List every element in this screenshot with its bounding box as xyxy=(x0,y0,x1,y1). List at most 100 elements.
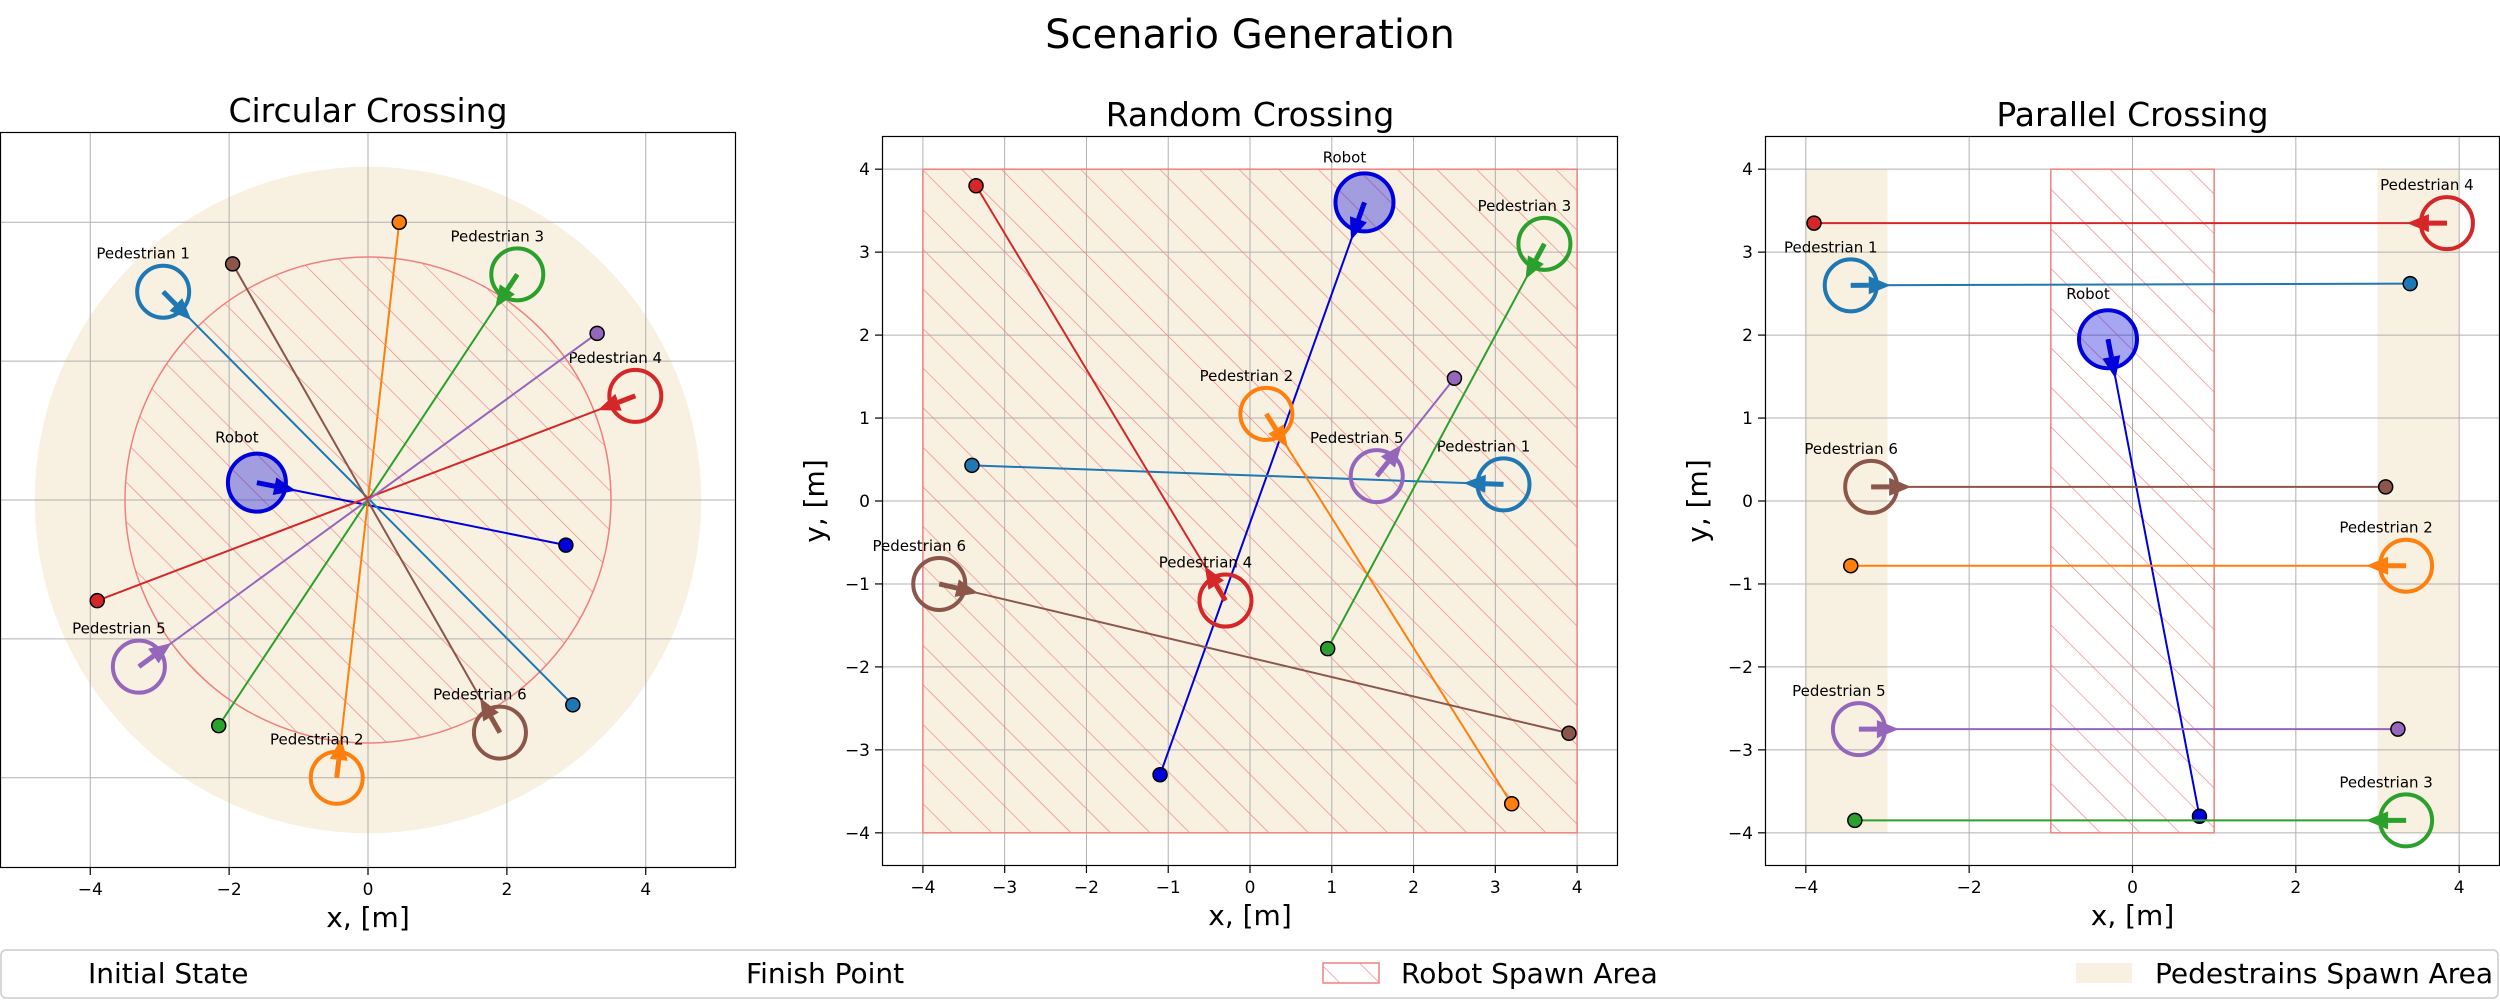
robot-spawn-area xyxy=(2051,169,2214,833)
agent-label-pedestrian-3: Pedestrian 3 xyxy=(451,227,545,245)
y-tick-label: 2 xyxy=(1742,326,1753,346)
y-tick-label: −3 xyxy=(1728,741,1753,761)
y-tick-label: −2 xyxy=(845,658,870,678)
finish-point-pedestrian-2 xyxy=(392,215,406,229)
agent-label-pedestrian-4: Pedestrian 4 xyxy=(1159,554,1253,572)
x-tick-label: −2 xyxy=(1074,878,1099,898)
finish-point-robot xyxy=(1153,768,1167,782)
agent-label-pedestrian-1: Pedestrian 1 xyxy=(1437,437,1531,455)
x-tick-label: −4 xyxy=(78,880,103,900)
finish-point-pedestrian-4 xyxy=(1807,216,1821,230)
x-tick-label: 0 xyxy=(1245,878,1256,898)
heading-shaft-pedestrian-1 xyxy=(1486,484,1504,485)
y-tick-label: 3 xyxy=(1742,243,1753,263)
agent-label-pedestrian-3: Pedestrian 3 xyxy=(2339,773,2433,791)
heading-shaft-robot xyxy=(257,483,275,487)
x-tick-label: −2 xyxy=(1957,878,1982,898)
y-axis-label: y, [m] xyxy=(798,459,831,543)
y-tick-label: 1 xyxy=(1742,409,1753,429)
x-tick-label: 1 xyxy=(1326,878,1337,898)
finish-point-robot xyxy=(559,538,573,552)
y-tick-label: 0 xyxy=(859,492,870,512)
x-tick-label: 2 xyxy=(1408,878,1419,898)
finish-point-pedestrian-1 xyxy=(566,698,580,712)
finish-point-pedestrian-3 xyxy=(1321,642,1335,656)
y-tick-label: 4 xyxy=(1742,160,1753,180)
agent-label-robot: Robot xyxy=(2066,285,2110,303)
agent-label-pedestrian-1: Pedestrian 1 xyxy=(96,245,190,263)
finish-point-pedestrian-1 xyxy=(965,458,979,472)
y-tick-label: −1 xyxy=(845,575,870,595)
x-tick-label: −4 xyxy=(910,878,935,898)
x-tick-label: 3 xyxy=(1490,878,1501,898)
y-tick-label: −4 xyxy=(1728,824,1753,844)
finish-point-pedestrian-5 xyxy=(2391,722,2405,736)
finish-point-pedestrian-3 xyxy=(212,719,226,733)
finish-point-pedestrian-6 xyxy=(226,257,240,271)
y-tick-label: 0 xyxy=(1742,492,1753,512)
finish-point-pedestrian-4 xyxy=(969,179,983,193)
agent-label-pedestrian-5: Pedestrian 5 xyxy=(1792,682,1886,700)
y-tick-label: 4 xyxy=(859,160,870,180)
x-tick-label: −2 xyxy=(217,880,242,900)
agent-label-pedestrian-6: Pedestrian 6 xyxy=(1804,440,1898,458)
agent-label-pedestrian-5: Pedestrian 5 xyxy=(1310,429,1404,447)
trajectory-pedestrian-1 xyxy=(1851,284,2410,286)
panel-3: Robot Pedestrian 1 Pedestrian 2 Pedestrian … xyxy=(1681,95,2500,932)
x-tick-label: −4 xyxy=(1793,878,1818,898)
legend-label-initial: Initial State xyxy=(88,957,249,990)
legend-label-finish: Finish Point xyxy=(746,957,904,990)
figure-title: Scenario Generation xyxy=(1045,12,1455,58)
y-tick-label: 1 xyxy=(859,409,870,429)
y-axis-label: y, [m] xyxy=(1681,459,1714,543)
x-tick-label: −3 xyxy=(992,878,1017,898)
x-tick-label: 2 xyxy=(2290,878,2301,898)
agent-label-robot: Robot xyxy=(215,429,259,447)
agent-label-pedestrian-1: Pedestrian 1 xyxy=(1784,238,1878,256)
x-axis-label: x, [m] xyxy=(2091,899,2175,932)
finish-point-pedestrian-5 xyxy=(590,326,604,340)
heading-arrow-pedestrian-3 xyxy=(2366,811,2388,829)
agent-label-pedestrian-2: Pedestrian 2 xyxy=(2339,519,2433,537)
robot-spawn-area xyxy=(923,169,1577,833)
y-tick-label: −3 xyxy=(845,741,870,761)
legend-label-ped_area: Pedestrains Spawn Area xyxy=(2155,957,2493,990)
y-tick-label: −2 xyxy=(1728,658,1753,678)
agent-label-pedestrian-6: Pedestrian 6 xyxy=(433,686,527,704)
panel-1: Robot Pedestrian 1 Pedestrian 2 Pedestrian … xyxy=(0,91,736,934)
heading-shaft-pedestrian-2 xyxy=(337,760,339,778)
agent-label-pedestrian-4: Pedestrian 4 xyxy=(569,349,663,367)
finish-point-pedestrian-2 xyxy=(1844,559,1858,573)
finish-point-pedestrian-4 xyxy=(90,594,104,608)
finish-point-pedestrian-2 xyxy=(1505,797,1519,811)
x-axis-label: x, [m] xyxy=(326,901,410,934)
panel-title: Random Crossing xyxy=(1106,95,1395,134)
heading-arrow-pedestrian-5 xyxy=(1877,720,1899,738)
x-tick-label: 0 xyxy=(2127,878,2138,898)
finish-point-pedestrian-6 xyxy=(2379,480,2393,494)
legend-item-finish: Finish Point xyxy=(746,957,904,990)
agent-label-pedestrian-4: Pedestrian 4 xyxy=(2380,176,2474,194)
heading-arrow-pedestrian-2 xyxy=(2366,557,2388,575)
x-tick-label: 4 xyxy=(2454,878,2465,898)
x-axis-label: x, [m] xyxy=(1208,899,1292,932)
agent-label-pedestrian-5: Pedestrian 5 xyxy=(72,620,166,638)
legend-item-initial: Initial State xyxy=(88,957,249,990)
legend-swatch-robot-area xyxy=(1323,963,1379,983)
y-tick-label: 2 xyxy=(859,326,870,346)
heading-arrow-pedestrian-6 xyxy=(1889,478,1911,496)
finish-point-pedestrian-3 xyxy=(1848,813,1862,827)
x-tick-label: 4 xyxy=(640,880,651,900)
y-tick-label: −1 xyxy=(1728,575,1753,595)
x-tick-label: 2 xyxy=(501,880,512,900)
finish-point-pedestrian-6 xyxy=(1562,726,1576,740)
finish-point-pedestrian-1 xyxy=(2403,277,2417,291)
x-tick-label: 4 xyxy=(1572,878,1583,898)
panel-title: Parallel Crossing xyxy=(1996,95,2268,134)
agent-label-pedestrian-2: Pedestrian 2 xyxy=(270,731,364,749)
agent-label-robot: Robot xyxy=(1323,148,1367,166)
agent-label-pedestrian-3: Pedestrian 3 xyxy=(1478,197,1572,215)
